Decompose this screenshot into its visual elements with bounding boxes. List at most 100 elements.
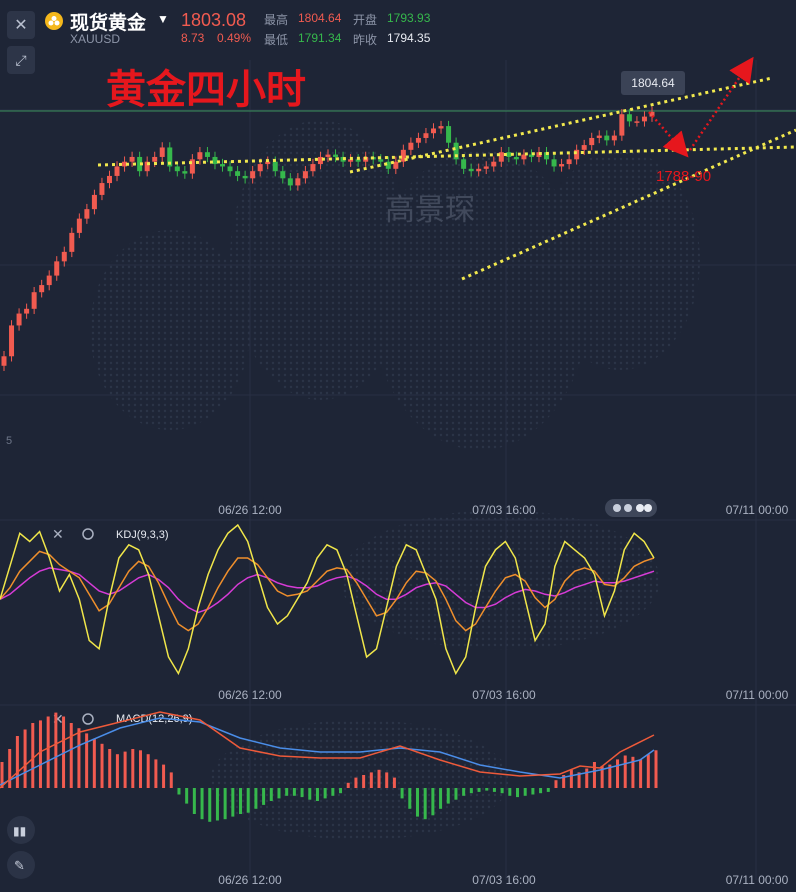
candle-body (242, 175, 248, 179)
macd-bar (154, 759, 158, 788)
macd-bar (115, 754, 119, 788)
macd-bar (523, 788, 527, 796)
macd-bar (285, 788, 289, 796)
candle-body (468, 168, 474, 172)
time-label-3: 07/11 00:00 (726, 503, 789, 517)
pencil-icon: ✎ (14, 858, 25, 873)
candle-body (461, 159, 467, 169)
candle-body (423, 133, 429, 138)
macd-bar (177, 788, 181, 795)
macd-bar (23, 729, 27, 788)
kdj-time-label-2: 07/03 16:00 (472, 688, 536, 702)
candle-body (453, 142, 459, 160)
macd-bar (446, 788, 450, 804)
candle-body (61, 251, 67, 262)
macd-dif-line (0, 711, 655, 789)
macd-bar (616, 759, 620, 788)
macd-bar (0, 762, 4, 788)
close-icon: ✕ (14, 17, 28, 34)
macd-settings-icon[interactable] (82, 713, 94, 725)
macd-bar (46, 716, 50, 788)
macd-bar (31, 723, 35, 788)
macd-bar (439, 788, 443, 809)
macd-bar (600, 765, 604, 788)
high-price-tag: 1804.64 (621, 71, 685, 95)
chevron-down-icon[interactable]: ▼ (157, 12, 169, 26)
macd-bar (623, 755, 627, 788)
drawing-tools[interactable]: ▮▮ ✎ (7, 816, 35, 879)
macd-bar (485, 788, 489, 791)
macd-bar (231, 788, 235, 817)
last-price: 1803.08 (181, 10, 247, 30)
target-label: 1788-90 (656, 168, 711, 185)
candle-body (589, 137, 595, 146)
macd-bar (346, 782, 350, 788)
kdj-settings-icon[interactable] (82, 528, 94, 540)
macd-bar (477, 788, 481, 792)
macd-bar (208, 788, 212, 822)
candle-body (24, 308, 30, 314)
macd-bar (185, 788, 189, 804)
time-label-2: 07/03 16:00 (472, 503, 536, 517)
indicator-icon: ▮▮ (13, 824, 26, 838)
macd-bar (54, 712, 58, 788)
instrument-title[interactable]: 现货黄金 (70, 12, 147, 34)
close-button[interactable]: ✕ (7, 11, 35, 39)
macd-bar (323, 788, 327, 799)
candle-body (446, 126, 452, 143)
macd-bar (315, 788, 319, 801)
candle-body (476, 168, 482, 172)
candle-body (167, 147, 173, 167)
upper-channel-line (349, 76, 773, 174)
macd-bar (608, 764, 612, 788)
macd-bar (562, 775, 566, 788)
candle-body (619, 114, 625, 136)
macd-bar (62, 716, 66, 788)
candle-body (355, 159, 361, 162)
macd-bar (577, 772, 581, 788)
candle-body (521, 154, 527, 160)
macd-bar (431, 788, 435, 816)
scroll-handle[interactable] (605, 499, 657, 517)
candle-body (122, 161, 128, 167)
kdj-close-icon[interactable]: ✕ (52, 526, 64, 542)
macd-bar (308, 788, 312, 800)
macd-dea-line (0, 717, 655, 786)
macd-close-icon[interactable]: ✕ (52, 711, 64, 727)
candle-body (333, 154, 339, 157)
macd-bar (585, 768, 589, 788)
candle-body (189, 159, 195, 174)
macd-bar (415, 788, 419, 817)
candle-body (182, 171, 188, 174)
macd-bar (508, 788, 512, 796)
time-label-1: 06/26 12:00 (218, 503, 282, 517)
candle-body (596, 135, 602, 138)
macd-bar (362, 775, 366, 788)
candle-body (506, 152, 512, 157)
macd-bar (123, 751, 127, 788)
macd-bar (246, 788, 250, 813)
candle-body (287, 178, 293, 186)
candle-body (84, 209, 90, 219)
open-label: 开盘 (353, 13, 378, 27)
candle-body (144, 161, 150, 172)
macd-panel: ✕ MACD(12,26,9) (0, 711, 658, 822)
macd-bar (8, 749, 12, 788)
candle-body (152, 156, 158, 162)
candle-body (634, 121, 640, 123)
low-value: 1791.34 (298, 31, 342, 45)
candle-body (378, 159, 384, 162)
macd-bar (85, 733, 89, 788)
macd-bar (339, 788, 343, 794)
candle-body (574, 149, 580, 160)
watermark: 高景琛 (385, 194, 475, 227)
instrument-symbol: XAUUSD (70, 32, 121, 46)
candle-body (174, 166, 180, 172)
candle-body (544, 152, 550, 160)
candle-body (302, 171, 308, 179)
expand-button[interactable]: ⤢ (7, 46, 35, 74)
macd-bar (531, 788, 535, 795)
candle-body (649, 111, 655, 117)
candle-body (106, 175, 112, 184)
